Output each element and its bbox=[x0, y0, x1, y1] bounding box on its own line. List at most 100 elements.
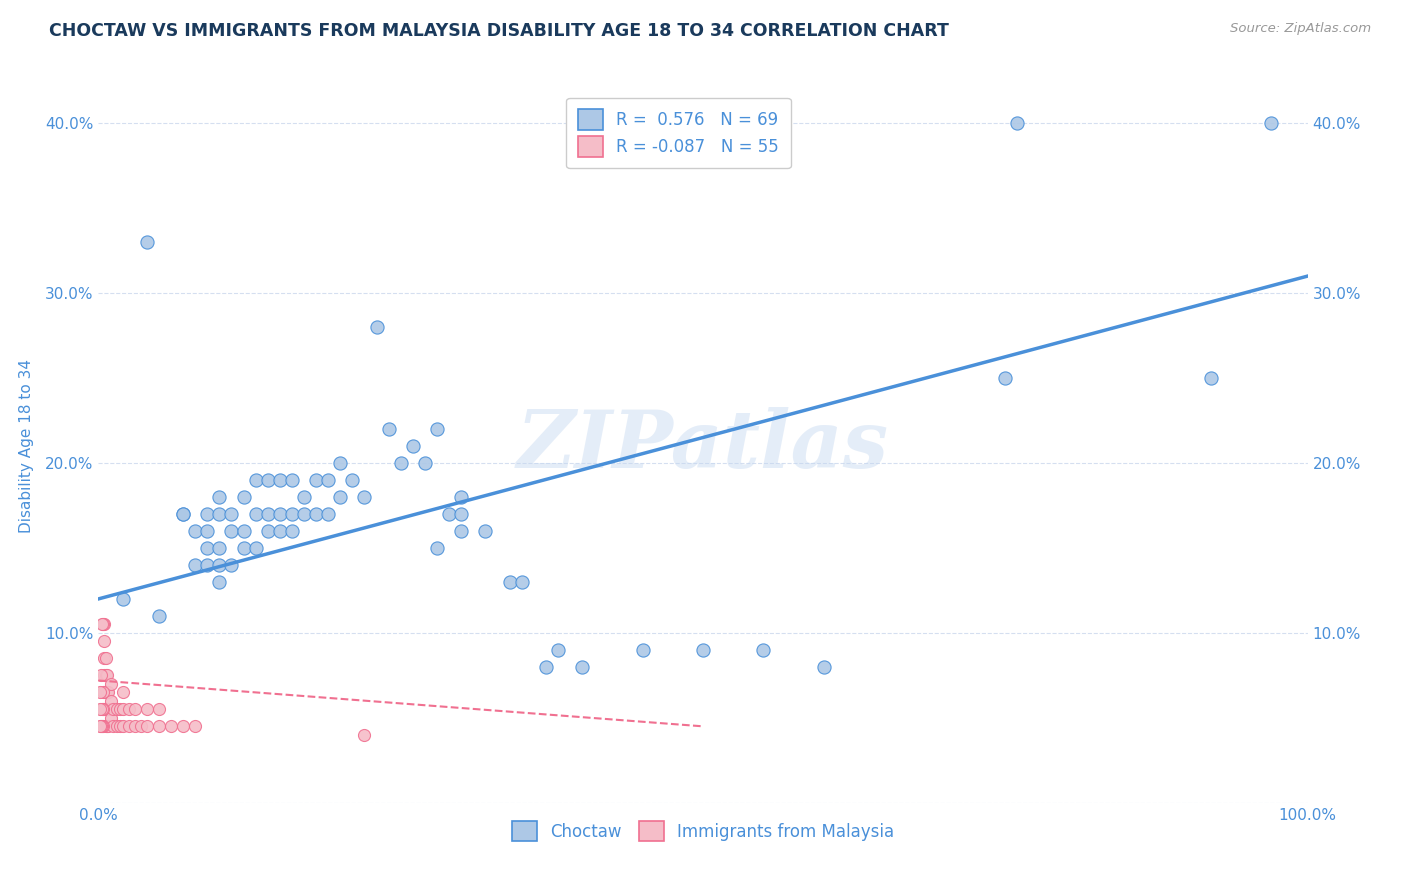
Point bbox=[135, 719, 157, 733]
Point bbox=[245, 541, 267, 555]
Point bbox=[1199, 371, 1222, 385]
Point bbox=[221, 507, 243, 521]
Point bbox=[160, 719, 183, 733]
Point bbox=[752, 643, 775, 657]
Point bbox=[135, 235, 157, 249]
Point bbox=[100, 694, 122, 708]
Point bbox=[195, 507, 218, 521]
Point bbox=[118, 702, 141, 716]
Point bbox=[91, 685, 114, 699]
Text: Source: ZipAtlas.com: Source: ZipAtlas.com bbox=[1230, 22, 1371, 36]
Point bbox=[292, 507, 315, 521]
Point bbox=[366, 320, 388, 334]
Point bbox=[813, 660, 835, 674]
Point bbox=[91, 617, 114, 632]
Point bbox=[269, 473, 291, 487]
Point bbox=[111, 719, 134, 733]
Legend: Choctaw, Immigrants from Malaysia: Choctaw, Immigrants from Malaysia bbox=[505, 814, 901, 848]
Point bbox=[256, 524, 278, 538]
Point bbox=[96, 702, 118, 716]
Point bbox=[256, 473, 278, 487]
Point bbox=[91, 719, 114, 733]
Text: CHOCTAW VS IMMIGRANTS FROM MALAYSIA DISABILITY AGE 18 TO 34 CORRELATION CHART: CHOCTAW VS IMMIGRANTS FROM MALAYSIA DISA… bbox=[49, 22, 949, 40]
Point bbox=[450, 490, 472, 504]
Point bbox=[97, 719, 120, 733]
Point bbox=[93, 651, 115, 665]
Point bbox=[232, 541, 254, 555]
Point bbox=[208, 558, 231, 572]
Point bbox=[208, 490, 231, 504]
Point bbox=[389, 456, 412, 470]
Point bbox=[994, 371, 1017, 385]
Point bbox=[245, 507, 267, 521]
Point bbox=[172, 507, 194, 521]
Point bbox=[426, 541, 449, 555]
Point bbox=[377, 422, 399, 436]
Point bbox=[208, 507, 231, 521]
Point bbox=[342, 473, 364, 487]
Point bbox=[94, 668, 117, 682]
Point bbox=[111, 591, 134, 606]
Point bbox=[172, 719, 194, 733]
Point bbox=[195, 524, 218, 538]
Point bbox=[91, 719, 114, 733]
Point bbox=[1260, 116, 1282, 130]
Point bbox=[94, 685, 117, 699]
Point bbox=[91, 702, 114, 716]
Point bbox=[329, 490, 352, 504]
Point bbox=[437, 507, 460, 521]
Point bbox=[547, 643, 569, 657]
Point bbox=[353, 490, 375, 504]
Point bbox=[129, 719, 152, 733]
Point bbox=[353, 728, 375, 742]
Point bbox=[184, 719, 207, 733]
Point bbox=[292, 490, 315, 504]
Point bbox=[94, 719, 117, 733]
Point bbox=[269, 524, 291, 538]
Point bbox=[305, 473, 328, 487]
Point bbox=[96, 685, 118, 699]
Point bbox=[413, 456, 436, 470]
Point bbox=[172, 507, 194, 521]
Point bbox=[100, 711, 122, 725]
Point bbox=[281, 507, 304, 521]
Point bbox=[692, 643, 714, 657]
Point bbox=[97, 702, 120, 716]
Point bbox=[148, 608, 170, 623]
Point bbox=[111, 702, 134, 716]
Point bbox=[232, 524, 254, 538]
Point bbox=[534, 660, 557, 674]
Point bbox=[571, 660, 593, 674]
Point bbox=[281, 524, 304, 538]
Point bbox=[316, 507, 339, 521]
Point bbox=[281, 473, 304, 487]
Point bbox=[124, 719, 146, 733]
Point bbox=[135, 702, 157, 716]
Point bbox=[93, 617, 115, 632]
Point bbox=[90, 668, 112, 682]
Point bbox=[111, 685, 134, 699]
Point bbox=[89, 685, 111, 699]
Point bbox=[93, 702, 115, 716]
Point bbox=[100, 677, 122, 691]
Point bbox=[245, 473, 267, 487]
Point bbox=[208, 541, 231, 555]
Point bbox=[256, 507, 278, 521]
Point bbox=[510, 574, 533, 589]
Point bbox=[221, 524, 243, 538]
Point bbox=[195, 541, 218, 555]
Point bbox=[498, 574, 520, 589]
Point bbox=[631, 643, 654, 657]
Point bbox=[316, 473, 339, 487]
Text: ZIPatlas: ZIPatlas bbox=[517, 408, 889, 484]
Point bbox=[108, 702, 131, 716]
Point bbox=[91, 702, 114, 716]
Point bbox=[232, 490, 254, 504]
Point bbox=[1007, 116, 1029, 130]
Point bbox=[124, 702, 146, 716]
Point bbox=[148, 702, 170, 716]
Point bbox=[474, 524, 496, 538]
Point bbox=[93, 668, 115, 682]
Point bbox=[96, 668, 118, 682]
Point bbox=[305, 507, 328, 521]
